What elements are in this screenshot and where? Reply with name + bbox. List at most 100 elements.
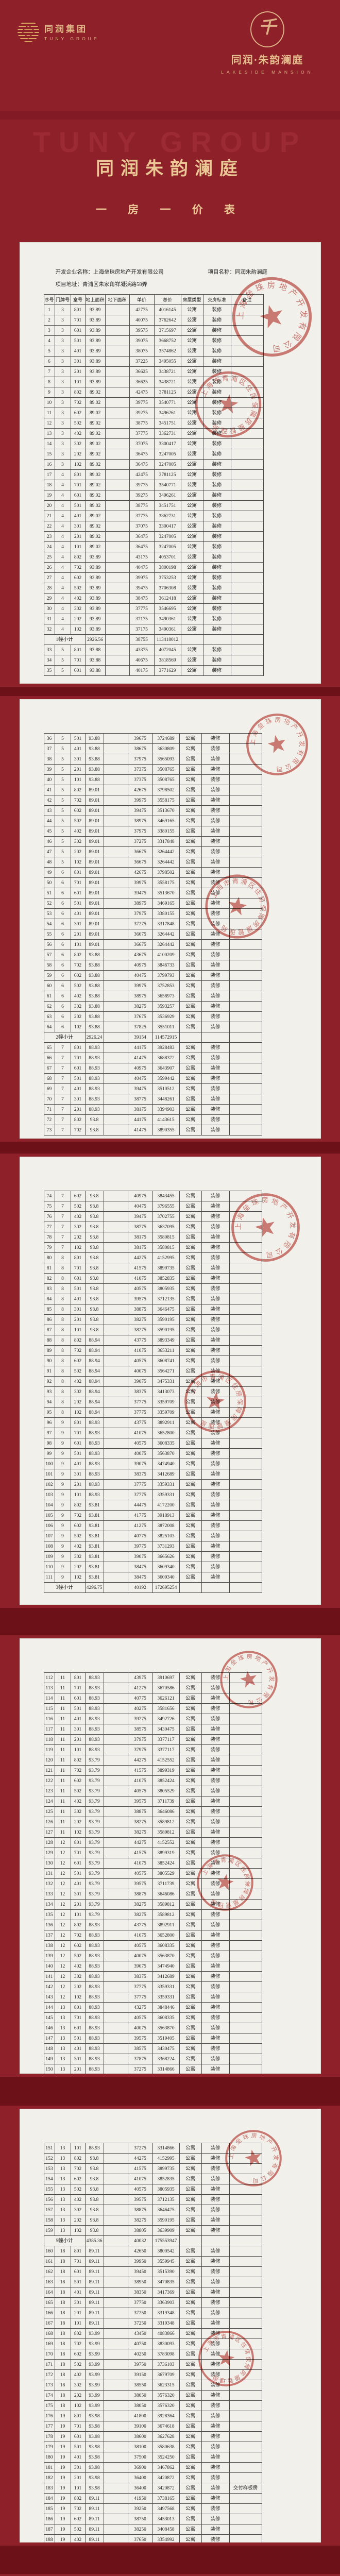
table-cell — [229, 795, 262, 806]
table-cell: 装修 — [201, 1672, 230, 1683]
table-cell: 301 — [70, 2054, 86, 2064]
table-cell — [229, 1438, 262, 1449]
table-cell: 102 — [70, 1827, 86, 1838]
table-cell: 156 — [43, 2194, 55, 2205]
table-cell: 172 — [43, 2369, 55, 2380]
table-cell: 7 — [54, 1114, 71, 1125]
table-cell: 38375 — [127, 1386, 153, 1397]
table-cell: 141 — [43, 1971, 55, 1982]
table-cell: 3 — [54, 449, 71, 460]
table-cell: 89.11 — [84, 2308, 104, 2318]
table-cell: 101 — [70, 939, 86, 950]
table-cell: 公寓 — [179, 2184, 202, 2195]
table-cell: 89.01 — [84, 929, 104, 940]
table-cell: 44175 — [127, 1114, 153, 1125]
table-cell: 93.89 — [84, 366, 106, 377]
table-cell — [103, 1252, 128, 1263]
table-cell: 交付样板房 — [229, 2483, 262, 2494]
table-cell — [229, 1335, 262, 1346]
table-cell: 装修 — [201, 1479, 230, 1490]
table-cell — [229, 1734, 262, 1745]
table-row: 60 6 502 93.88 39975 3752853 公寓 装修 — [43, 980, 262, 991]
table-cell — [229, 2390, 262, 2401]
table-cell: 130 — [43, 1858, 55, 1869]
table-cell: 39475 — [127, 1211, 153, 1222]
table-cell: 89.02 — [84, 408, 106, 418]
table-cell: 6 — [54, 867, 71, 878]
table-cell: 12 — [54, 1868, 71, 1879]
table-cell — [230, 490, 264, 501]
table-cell: 93.8 — [84, 2184, 104, 2195]
table-cell: 9 — [54, 1541, 71, 1552]
table-cell: 601 — [70, 325, 86, 336]
table-cell: 301 — [70, 1304, 86, 1315]
table-cell: 202 — [70, 1397, 86, 1408]
table-cell: 601 — [70, 1063, 86, 1074]
table-cell: 93.89 — [84, 325, 106, 336]
table-cell: 89.01 — [84, 908, 104, 919]
table-cell — [103, 2194, 128, 2205]
table-cell: 公寓 — [179, 1500, 202, 1511]
table-row: 23 4 201 89.02 36475 3247005 公寓 装修 — [43, 531, 264, 542]
table-cell: 401 — [70, 346, 86, 357]
table-cell: 3581656 — [152, 1703, 180, 1714]
table-cell: 装修 — [201, 1755, 230, 1766]
table-cell: 301 — [70, 2297, 86, 2308]
table-cell: 3670586 — [152, 1683, 180, 1693]
table-cell: 3646086 — [152, 1806, 180, 1817]
table-cell: 38275 — [127, 1817, 153, 1827]
table-cell: 502 — [70, 1786, 86, 1797]
table-row: 179 19 501 93.98 38100 3580638 公寓 装修 — [43, 2442, 262, 2452]
table-cell: 93.89 — [84, 583, 106, 594]
table-cell: 93.99 — [84, 2400, 104, 2411]
table-cell: 52 — [43, 898, 55, 909]
table-cell: 129 — [43, 1848, 55, 1858]
table-cell — [103, 1703, 128, 1714]
table-cell: 88.93 — [84, 1104, 104, 1115]
table-cell: 93.8 — [84, 1314, 104, 1325]
table-cell: 702 — [70, 795, 86, 806]
table-cell — [229, 1806, 262, 1817]
table-cell: 11 — [54, 1786, 71, 1797]
table-cell: 19 — [54, 2442, 71, 2452]
subtotal-area: 4296.75 — [84, 1582, 104, 1593]
table-row: 188 19 402 89.11 37650 3354992 公寓 装修 — [43, 2534, 262, 2543]
table-cell: 3608741 — [152, 1355, 180, 1366]
table-cell: 38775 — [127, 1094, 153, 1105]
table-cell: 13 — [54, 2184, 71, 2195]
table-cell: 3589812 — [152, 1909, 180, 1920]
table-cell: 39775 — [127, 1541, 153, 1552]
scanned-page-2: 36 5 501 93.88 39675 3724689 公寓 装修 37 5 401 93.88 38… — [19, 699, 321, 1139]
table-cell: 装修 — [201, 2043, 230, 2054]
table-cell: 801 — [70, 1417, 86, 1428]
table-cell: 701 — [70, 1053, 86, 1063]
table-cell: 37675 — [127, 1011, 153, 1022]
table-cell: 装修 — [202, 593, 231, 604]
table-cell: 公寓 — [179, 2143, 202, 2154]
table-cell: 3430475 — [152, 2043, 180, 2054]
table-cell: 公寓 — [179, 2462, 202, 2473]
table-cell: 3314866 — [152, 2143, 180, 2154]
table-cell — [229, 1376, 262, 1387]
table-cell: 公寓 — [180, 325, 203, 336]
table-cell — [229, 2194, 262, 2205]
table-cell — [103, 2483, 128, 2494]
table-cell — [103, 1022, 128, 1032]
column-header: 交房标准 — [202, 294, 231, 305]
table-cell — [230, 655, 264, 666]
table-cell: 401 — [70, 1459, 86, 1469]
table-cell: 120 — [43, 1755, 55, 1766]
table-cell — [103, 2462, 128, 2473]
table-row: 45 5 402 89.01 37975 3380155 公寓 装修 — [43, 826, 262, 837]
table-cell — [105, 511, 130, 521]
table-cell: 9 — [54, 1510, 71, 1521]
table-cell: 38275 — [127, 2215, 153, 2226]
table-row: 47 5 202 89.01 36675 3264442 公寓 装修 — [43, 846, 262, 857]
table-cell: 88.93 — [84, 1469, 104, 1480]
table-cell: 93.89 — [84, 377, 106, 387]
table-cell: 41075 — [127, 1775, 153, 1786]
table-cell: 13 — [54, 2023, 71, 2033]
table-cell: 701 — [70, 1263, 86, 1274]
table-cell — [230, 593, 264, 604]
table-cell: 装修 — [201, 929, 230, 940]
